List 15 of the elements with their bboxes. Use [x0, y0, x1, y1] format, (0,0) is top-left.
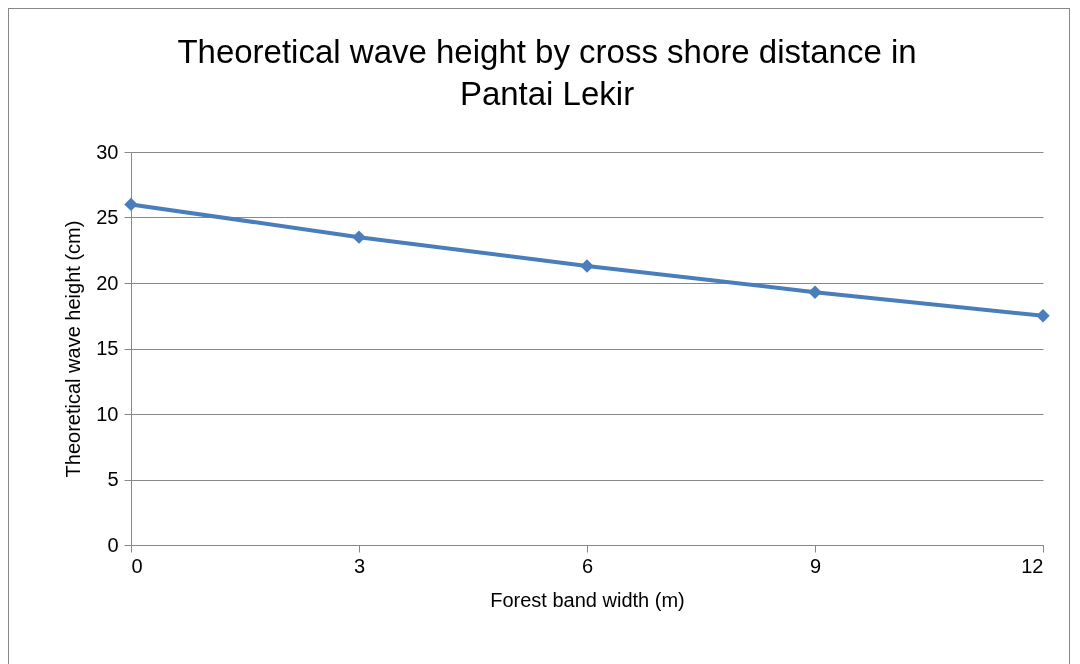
chart-title: Theoretical wave height by cross shore distance in Pantai Lekir	[177, 33, 917, 112]
y-tick-label: 10	[96, 402, 119, 425]
y-tick-label: 25	[96, 206, 119, 228]
x-tick-label: 0	[131, 554, 143, 577]
y-tick-label: 5	[107, 468, 119, 490]
x-tick-label: 6	[581, 554, 594, 577]
y-tick-label: 30	[96, 140, 119, 163]
y-tick-label: 20	[96, 271, 119, 294]
x-tick-label: 12	[1021, 554, 1044, 577]
x-tick-label: 9	[809, 554, 822, 577]
x-axis-title: Forest band width (m)	[490, 588, 685, 611]
y-tick-label: 0	[107, 533, 119, 556]
x-tick-label: 3	[353, 554, 366, 577]
y-axis-title: Theoretical wave height (cm)	[62, 220, 85, 478]
y-tick-label: 15	[96, 337, 119, 359]
